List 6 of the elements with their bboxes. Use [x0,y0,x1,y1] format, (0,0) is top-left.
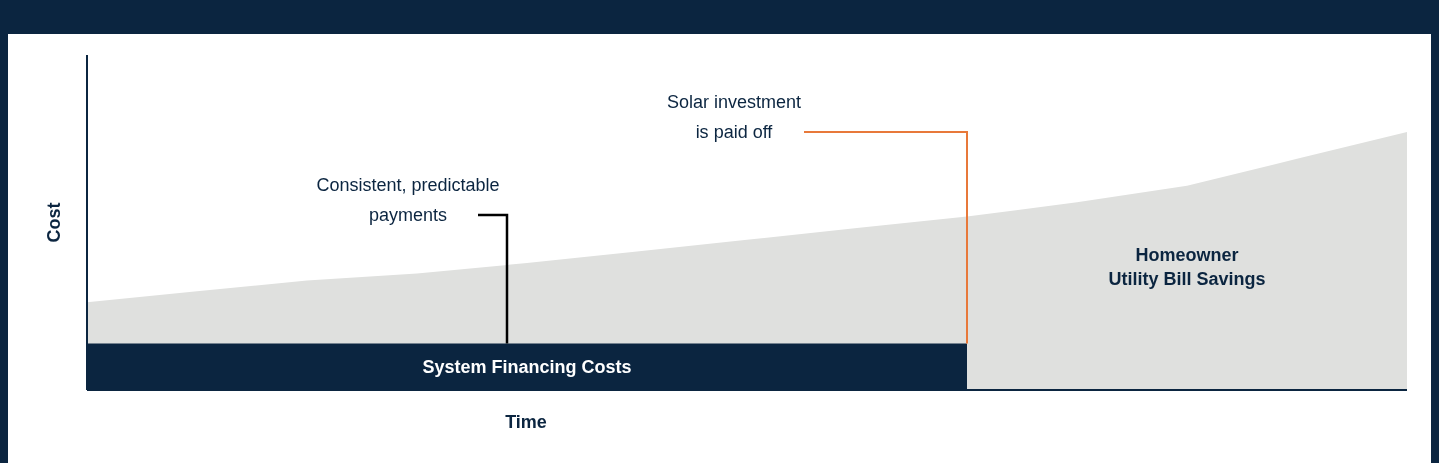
annotation: Consistent, predictable payments [316,175,500,225]
series-label: Homeowner Utility Bill Savings [1108,245,1266,289]
y-axis-title: Cost [44,202,64,243]
x-axis-title: Time [505,412,547,432]
series-label: System Financing Costs [422,356,632,377]
annotation: Solar investment is paid off [666,92,802,142]
